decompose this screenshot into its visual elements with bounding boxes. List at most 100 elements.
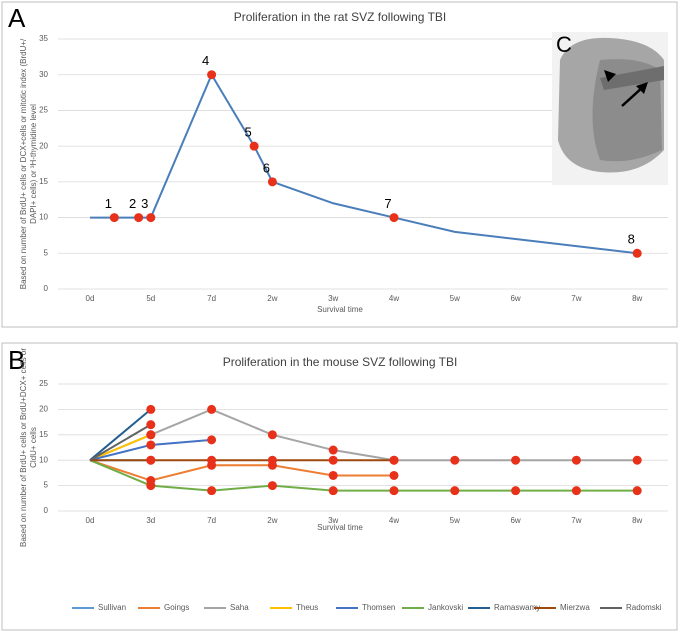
- data-point: [267, 430, 277, 440]
- ventricle: [600, 66, 664, 90]
- data-point: [632, 248, 642, 258]
- data-point: [134, 213, 144, 223]
- panel-label: A: [8, 3, 26, 33]
- x-tick-label: 7w: [571, 294, 581, 303]
- panel-label: B: [8, 345, 25, 375]
- data-point: [146, 455, 156, 465]
- data-point: [146, 213, 156, 223]
- legend-label: Radomski: [626, 603, 662, 612]
- inset-image: C: [552, 32, 668, 185]
- legend-label: Theus: [296, 603, 318, 612]
- y-tick-label: 30: [39, 70, 48, 79]
- inset-label: C: [556, 32, 572, 57]
- x-tick-label: 7w: [571, 516, 581, 525]
- point-label: 6: [263, 160, 270, 175]
- x-tick-label: 0d: [86, 516, 95, 525]
- y-tick-label: 10: [39, 213, 48, 222]
- y-axis-label: Based on number of BrdU+ cells or DCX+ce…: [19, 38, 28, 289]
- data-point: [511, 486, 521, 496]
- data-point: [207, 404, 217, 414]
- x-tick-label: 6w: [510, 516, 520, 525]
- point-label: 4: [202, 53, 209, 68]
- data-point: [389, 213, 399, 223]
- point-label: 8: [628, 232, 635, 247]
- y-tick-label: 5: [44, 248, 49, 257]
- y-tick-label: 25: [39, 106, 48, 115]
- data-point: [632, 455, 642, 465]
- y-tick-label: 20: [39, 405, 48, 414]
- y-axis-label: DAPI+ cells) or ³H-thymidine level: [29, 104, 38, 224]
- data-point: [450, 486, 460, 496]
- data-point: [146, 420, 156, 430]
- data-point: [632, 486, 642, 496]
- x-tick-label: 5w: [450, 516, 460, 525]
- point-label: 2: [129, 196, 136, 211]
- x-tick-label: 7d: [207, 294, 216, 303]
- chart-title: Proliferation in the mouse SVZ following…: [223, 355, 458, 369]
- arrow-tip: [636, 82, 648, 94]
- data-point: [207, 435, 217, 445]
- data-point: [146, 404, 156, 414]
- legend-label: Jankovski: [428, 603, 463, 612]
- data-point: [328, 486, 338, 496]
- x-tick-label: 8w: [632, 516, 642, 525]
- data-point: [207, 455, 217, 465]
- x-tick-label: 7d: [207, 516, 216, 525]
- x-axis-label: Survival time: [317, 523, 363, 532]
- data-point: [146, 440, 156, 450]
- data-point: [109, 213, 119, 223]
- data-point: [328, 455, 338, 465]
- x-tick-label: 5d: [146, 294, 155, 303]
- data-point: [571, 486, 581, 496]
- panel-b-frame: [1, 342, 678, 631]
- y-tick-label: 0: [44, 284, 49, 293]
- legend-label: Thomsen: [362, 603, 395, 612]
- data-point: [267, 177, 277, 187]
- data-point: [146, 481, 156, 491]
- legend-label: Goings: [164, 603, 189, 612]
- x-axis-label: Survival time: [317, 305, 363, 314]
- data-line: [89, 433, 152, 462]
- point-label: 7: [384, 196, 391, 211]
- data-point: [207, 70, 217, 80]
- data-line: [89, 459, 394, 482]
- x-tick-label: 2w: [267, 294, 277, 303]
- data-line: [89, 408, 638, 462]
- markers: [146, 404, 642, 496]
- data-line: [89, 423, 152, 462]
- x-tick-label: 4w: [389, 294, 399, 303]
- data-point: [249, 141, 259, 151]
- data-point: [511, 455, 521, 465]
- chart-title: Proliferation in the rat SVZ following T…: [234, 10, 447, 24]
- x-tick-label: 4w: [389, 516, 399, 525]
- data-point: [328, 470, 338, 480]
- y-tick-label: 25: [39, 379, 48, 388]
- y-tick-label: 15: [39, 177, 48, 186]
- data-point: [328, 445, 338, 455]
- data-point: [146, 430, 156, 440]
- data-point: [207, 486, 217, 496]
- data-point: [389, 470, 399, 480]
- data-line: [89, 459, 638, 492]
- y-tick-label: 10: [39, 455, 48, 464]
- legend-label: Mierzwa: [560, 603, 590, 612]
- x-tick-label: 2w: [267, 516, 277, 525]
- data-point: [389, 455, 399, 465]
- y-tick-label: 5: [44, 481, 49, 490]
- x-tick-label: 5w: [450, 294, 460, 303]
- y-axis-label: CldU+ cells: [29, 427, 38, 468]
- x-tick-label: 3w: [328, 294, 338, 303]
- y-axis-label: Based on number of BrdU+ cells or BrdU+D…: [19, 348, 28, 547]
- x-tick-label: 3w: [328, 516, 338, 525]
- data-point: [267, 455, 277, 465]
- x-tick-label: 8w: [632, 294, 642, 303]
- data-point: [450, 455, 460, 465]
- arrowhead: [604, 70, 616, 82]
- data-point: [571, 455, 581, 465]
- point-label: 1: [105, 196, 112, 211]
- x-tick-label: 0d: [86, 294, 95, 303]
- data-point: [389, 486, 399, 496]
- y-tick-label: 20: [39, 141, 48, 150]
- point-label: 5: [245, 125, 252, 140]
